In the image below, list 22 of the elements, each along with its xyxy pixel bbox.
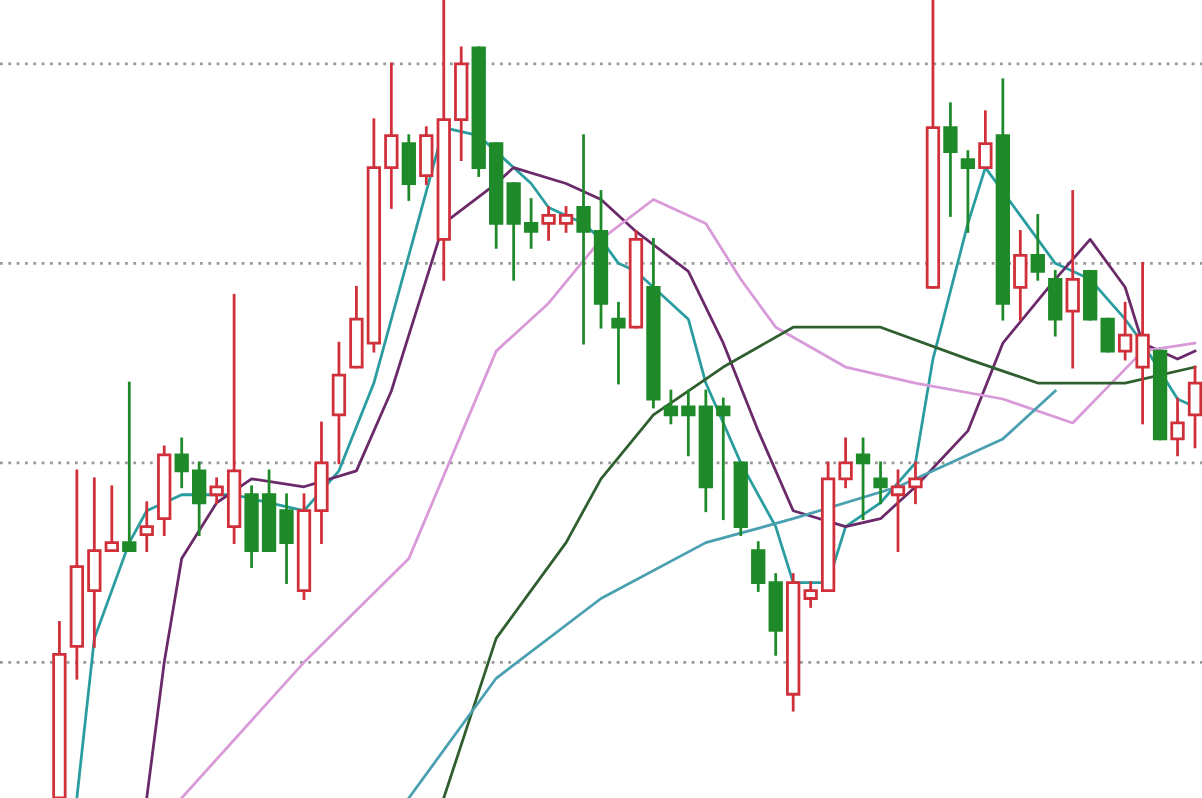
candlestick <box>1170 397 1185 457</box>
candlestick <box>122 381 137 553</box>
candlestick <box>1083 269 1098 321</box>
candlestick <box>873 461 888 505</box>
candlestick <box>104 485 119 553</box>
candlestick <box>139 501 154 553</box>
candlestick <box>960 150 976 233</box>
candlestick <box>768 573 783 656</box>
candlestick <box>419 126 434 185</box>
candlestick <box>943 102 958 217</box>
candlestick <box>401 134 416 201</box>
candlestick <box>855 437 871 521</box>
candlestick <box>751 541 766 592</box>
candlestick <box>1030 214 1045 281</box>
candlestick <box>1065 190 1080 369</box>
candlestick <box>1048 269 1063 337</box>
candlestick <box>331 341 347 465</box>
candlestick <box>611 301 626 385</box>
candlestick <box>1100 317 1115 353</box>
candlestick <box>1013 230 1028 321</box>
candlestick <box>978 110 993 169</box>
candlestick <box>1187 365 1202 449</box>
